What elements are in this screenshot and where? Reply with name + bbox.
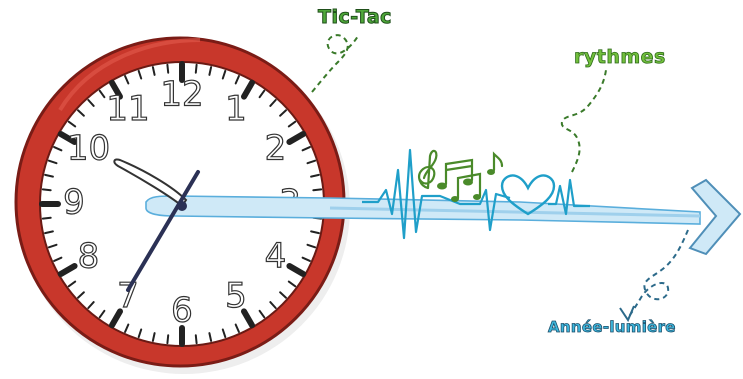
clock-minute-tick: [151, 332, 156, 342]
clock-minute-tick: [258, 89, 266, 99]
clock-numeral-1: 1: [225, 89, 247, 129]
annee-squiggle: [627, 229, 689, 319]
clock-minute-tick: [87, 99, 95, 107]
clock-minute-tick: [137, 328, 143, 339]
clock-ticks: [39, 61, 325, 347]
clock-minute-tick: [306, 243, 317, 249]
clock-center: [177, 201, 187, 211]
clock-minute-tick: [151, 66, 156, 76]
clock-minute-tick: [124, 323, 130, 333]
clock-numeral-4: 4: [265, 237, 287, 277]
heartbeat-line: [362, 148, 511, 240]
clock-minute-tick: [47, 243, 58, 249]
clock-minute-tick: [312, 188, 323, 192]
clock-minute-tick: [208, 66, 213, 76]
beamed-notes-icon: [444, 158, 474, 186]
clock-minute-tick: [279, 291, 287, 299]
clock-minute-tick: [53, 256, 63, 262]
clock-numeral-7: 7: [117, 276, 139, 316]
rythmes-squiggle: [560, 69, 607, 173]
clock-minute-tick: [269, 301, 277, 309]
clock-minute-tick: [287, 120, 297, 128]
clock-minute-tick: [208, 332, 213, 342]
arrow-head: [688, 178, 742, 256]
clock-hour-tick: [57, 131, 78, 145]
clock-minute-tick: [221, 69, 227, 80]
clock-minute-tick: [279, 109, 287, 117]
clock-minute-tick: [194, 63, 198, 74]
tictac-squiggle: [311, 34, 359, 93]
clock-minute-tick: [124, 75, 130, 85]
clock-frame-shading: [58, 38, 201, 112]
clock-numeral-11: 11: [106, 89, 149, 129]
clock-minute-tick: [137, 69, 143, 80]
clock-hands: [113, 158, 200, 292]
clock-minute-tick: [301, 146, 311, 152]
clock-minute-tick: [47, 159, 58, 165]
clock-numeral-8: 8: [78, 237, 100, 277]
clock-hour-tick: [286, 263, 307, 277]
rythmes-label: rythmes: [574, 46, 666, 68]
hour-hand: [113, 158, 188, 208]
clock-minute-tick: [67, 280, 77, 288]
clock-minute-tick: [166, 63, 170, 74]
clock-minute-tick: [221, 328, 227, 339]
clock-numeral-5: 5: [225, 276, 247, 316]
clock-numeral-10: 10: [67, 129, 110, 169]
clock-minute-tick: [53, 146, 63, 152]
clock-numeral-6: 6: [171, 291, 193, 331]
clock-minute-tick: [87, 301, 95, 309]
eighth-note-icon: [492, 151, 504, 172]
clock-minute-tick: [166, 334, 170, 345]
clock-numeral-9: 9: [63, 183, 85, 223]
clock-numeral-12: 12: [160, 75, 203, 115]
annee-arrowhead: [619, 305, 635, 323]
clock-minute-tick: [234, 75, 240, 85]
minute-hand: [126, 170, 200, 292]
clock-minute-tick: [194, 334, 198, 345]
clock-minute-tick: [44, 173, 54, 178]
tic-tac-label: Tic-Tac: [318, 6, 392, 28]
heartbeat-line-end: [548, 178, 590, 216]
clock-hour-tick: [241, 79, 255, 100]
clock-hour-tick: [241, 308, 255, 329]
clock-minute-tick: [67, 120, 77, 128]
clock-minute-tick: [98, 309, 106, 319]
clock-minute-tick: [306, 159, 317, 165]
clock-minute-tick: [77, 109, 85, 117]
clock-minute-tick: [98, 89, 106, 99]
annee-lumiere-label: Année-lumière: [548, 318, 676, 336]
clock-hour-tick: [109, 79, 123, 100]
clock-minute-tick: [77, 291, 85, 299]
clock-minute-tick: [269, 99, 277, 107]
clock-minute-tick: [258, 309, 266, 319]
clock-minute-tick: [41, 216, 52, 220]
clock-minute-tick: [287, 280, 297, 288]
clock-hour-tick: [109, 308, 123, 329]
clock-minute-tick: [234, 323, 240, 333]
clock-hour-tick: [286, 131, 307, 145]
clock-minute-tick: [41, 188, 52, 192]
clock-hour-tick: [57, 263, 78, 277]
heart-icon: [500, 174, 556, 216]
treble-clef-icon: [418, 149, 438, 190]
clock-minute-tick: [301, 256, 311, 262]
music-notes-icon: [418, 149, 504, 202]
small-notes-icon: [456, 172, 482, 200]
clock-minute-tick: [44, 230, 54, 235]
clock-numeral-2: 2: [265, 129, 287, 169]
clock-minute-tick: [310, 230, 320, 235]
clock-minute-tick: [310, 173, 320, 178]
